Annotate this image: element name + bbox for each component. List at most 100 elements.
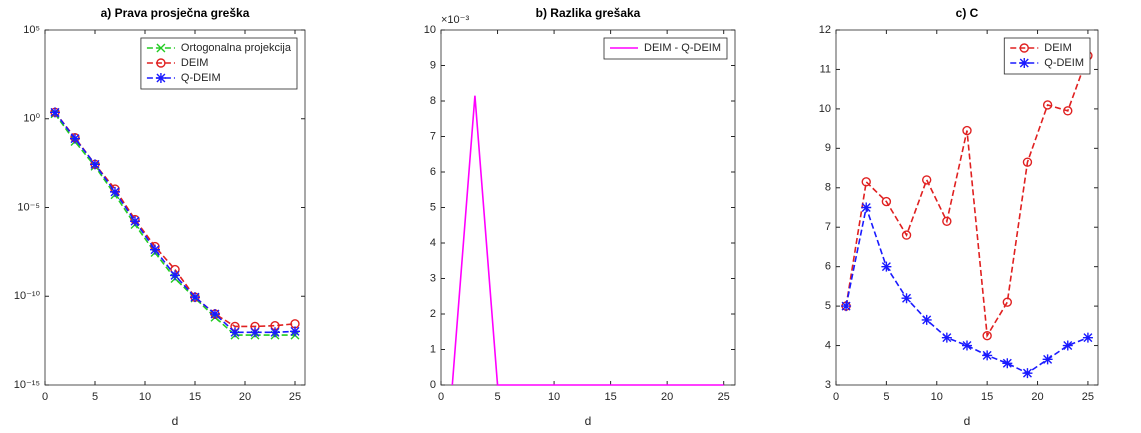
y-tick-label: 4 [825,339,831,351]
legend-marker [156,43,166,53]
chart-title: c) C [956,6,979,20]
marker [1022,157,1033,167]
legend: Ortogonalna projekcija DEIM Q-DEIM [140,37,298,90]
y-tick-label: 10⁻⁵ [17,201,40,213]
marker [921,175,932,185]
legend-label: DEIM - Q-DEIM [644,42,721,54]
y-tick-label: 6 [430,166,436,178]
marker [270,327,280,338]
x-tick-label: 5 [494,391,500,403]
series-line [845,55,1089,339]
marker [190,292,200,303]
x-tick-label: 20 [1031,391,1043,403]
y-tick-label: 9 [825,142,831,154]
x-tick-label: 5 [883,391,889,403]
y-tick-label: 3 [825,379,831,391]
y-tick-label: 10⁻¹⁰ [14,290,41,302]
y-tick-label: 5 [430,201,436,213]
x-axis-label: d [172,414,179,428]
legend-marker [156,58,166,68]
marker [250,327,260,338]
x-tick-label: 15 [604,391,616,403]
legend-box [1003,37,1091,75]
y-tick-label: 7 [430,130,436,142]
legend-label: DEIM [181,57,209,69]
y-multiplier: ×10⁻³ [441,14,469,26]
marker [982,330,992,341]
marker [901,230,912,240]
x-tick-label: 10 [139,391,151,403]
marker [130,216,140,227]
legend: DEIM - Q-DEIM [603,37,728,60]
marker [210,309,220,319]
x-tick-label: 25 [289,391,301,403]
legend-marker [155,73,166,83]
legend-label: Ortogonalna projekcija [181,42,292,54]
marker [861,177,871,187]
y-tick-label: 0 [430,379,436,391]
y-tick-label: 10 [819,103,831,115]
x-axis-label: d [964,414,971,428]
marker [881,261,892,272]
y-tick-label: 11 [820,63,831,75]
legend-marker-group [1019,43,1029,53]
y-tick-label: 9 [430,59,436,71]
x-tick-label: 15 [189,391,201,403]
marker [50,107,60,118]
x-tick-label: 0 [438,391,444,403]
y-tick-label: 6 [825,261,831,273]
x-tick-label: 15 [981,391,993,403]
chart-title: b) Razlika grešaka [536,6,641,20]
panel: a) Prava prosječna greška d 0 5 10 15 20 25 10⁻¹… [14,6,306,428]
y-tick-label: 10 [424,24,436,36]
legend-marker [1019,58,1030,68]
marker [921,314,932,325]
x-tick-label: 0 [833,391,839,403]
y-tick-label: 1 [430,343,436,355]
marker [110,186,120,197]
marker [1042,100,1053,110]
marker [1063,106,1073,116]
marker [1022,368,1033,379]
legend-marker-group [1019,58,1030,68]
y-tick-label: 10⁰ [23,113,40,125]
marker [1082,332,1093,343]
y-tick-label: 10⁵ [23,24,40,36]
plot-area [835,29,1099,386]
x-tick-label: 5 [92,391,98,403]
y-tick-label: 4 [430,237,436,249]
x-tick-label: 25 [718,391,730,403]
marker [841,301,852,312]
marker [1002,297,1013,307]
legend-marker-group [156,58,166,68]
marker [1042,354,1053,365]
legend-label: Q-DEIM [1044,57,1084,69]
y-tick-label: 7 [825,221,831,233]
y-tick-label: 8 [430,95,436,107]
y-tick-label: 2 [430,308,436,320]
chart-title: a) Prava prosječna greška [101,6,250,20]
marker [881,196,892,207]
marker [90,159,100,170]
marker [941,332,952,343]
legend-box [603,37,728,60]
panel: b) Razlika grešaka d ×10⁻³ 0 5 10 15 20 25 0 1 2 3 4 5… [424,6,736,428]
marker [230,327,240,338]
marker [70,133,80,144]
marker [942,216,952,227]
marker [290,326,300,337]
legend-marker [1019,43,1029,53]
y-tick-label: 8 [825,182,831,194]
marker [150,244,160,255]
x-tick-label: 10 [931,391,943,403]
marker [962,340,972,351]
panel: c) C d 0 5 10 15 20 25 3 4 5 6 7 8 9 10 11 12 DEIM Q-DEIM [819,6,1099,428]
marker [861,202,872,213]
marker [1002,358,1013,369]
legend-marker-group [156,43,166,53]
y-tick-label: 3 [430,272,436,284]
x-axis-label: d [585,414,592,428]
y-tick-label: 5 [825,300,831,312]
x-tick-label: 0 [42,391,48,403]
